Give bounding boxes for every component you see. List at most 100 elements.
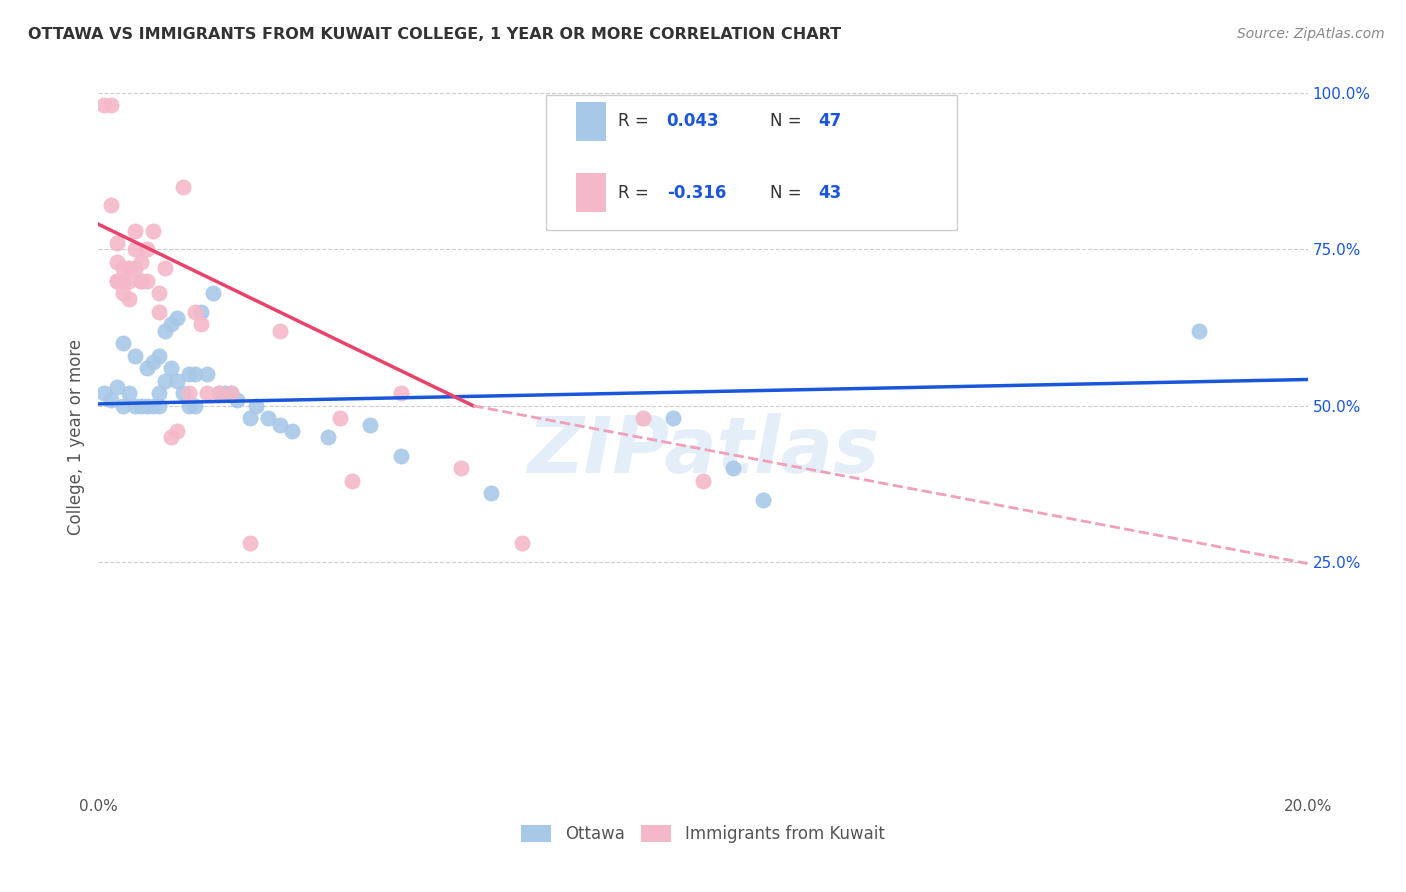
Point (281, 424, 304, 438)
Text: ZIPatlas: ZIPatlas (527, 413, 879, 490)
Point (752, 492, 775, 507)
Point (124, 223, 146, 237)
Point (111, 286, 134, 301)
Point (1188, 324, 1211, 338)
Text: Source: ZipAtlas.com: Source: ZipAtlas.com (1237, 27, 1385, 41)
Point (160, 318, 183, 332)
Point (124, 261, 146, 276)
Point (142, 399, 165, 413)
Text: N =: N = (769, 184, 801, 202)
Point (208, 386, 231, 401)
Point (190, 305, 212, 319)
Point (135, 399, 157, 413)
Point (184, 305, 207, 319)
Point (100, 98, 122, 112)
Point (221, 386, 243, 401)
Point (124, 242, 146, 256)
Point (269, 417, 291, 432)
Point (195, 386, 218, 401)
Point (111, 399, 134, 413)
Point (129, 274, 152, 288)
Point (179, 386, 201, 401)
Point (105, 255, 128, 269)
Text: 47: 47 (818, 112, 841, 130)
Point (166, 374, 188, 388)
Point (105, 380, 128, 394)
FancyBboxPatch shape (576, 173, 606, 212)
Point (118, 386, 141, 401)
Point (100, 198, 122, 212)
Point (510, 536, 533, 550)
Point (148, 386, 170, 401)
Point (692, 474, 714, 488)
Point (184, 399, 207, 413)
Point (481, 486, 503, 500)
Point (166, 311, 188, 326)
Point (631, 411, 654, 425)
Text: R =: R = (619, 184, 650, 202)
Point (360, 417, 382, 432)
Legend: Ottawa, Immigrants from Kuwait: Ottawa, Immigrants from Kuwait (515, 818, 891, 850)
Point (190, 318, 212, 332)
Point (269, 324, 291, 338)
Point (184, 368, 207, 382)
Point (100, 392, 122, 407)
Point (221, 386, 243, 401)
Point (135, 361, 157, 376)
Point (160, 361, 183, 376)
FancyBboxPatch shape (576, 102, 606, 141)
Point (226, 392, 249, 407)
Text: OTTAWA VS IMMIGRANTS FROM KUWAIT COLLEGE, 1 YEAR OR MORE CORRELATION CHART: OTTAWA VS IMMIGRANTS FROM KUWAIT COLLEGE… (28, 27, 841, 42)
Point (245, 399, 267, 413)
Point (214, 386, 236, 401)
Text: 0.043: 0.043 (666, 112, 720, 130)
Point (202, 286, 225, 301)
Point (129, 255, 152, 269)
Point (111, 336, 134, 351)
Point (450, 461, 472, 475)
Point (124, 399, 146, 413)
Point (153, 324, 176, 338)
Point (111, 274, 134, 288)
Point (389, 449, 412, 463)
Point (135, 242, 157, 256)
Point (172, 179, 194, 194)
Point (105, 274, 128, 288)
Point (148, 399, 170, 413)
Point (105, 274, 128, 288)
Point (129, 399, 152, 413)
Point (256, 411, 278, 425)
Point (148, 286, 170, 301)
Point (118, 293, 141, 307)
Point (179, 368, 201, 382)
Point (661, 411, 683, 425)
Point (329, 411, 352, 425)
Point (148, 349, 170, 363)
Text: N =: N = (769, 112, 801, 130)
Point (118, 274, 141, 288)
FancyBboxPatch shape (546, 95, 957, 230)
Text: 43: 43 (818, 184, 841, 202)
Point (723, 461, 745, 475)
Point (342, 474, 364, 488)
Point (105, 235, 128, 250)
Point (135, 274, 157, 288)
Point (389, 386, 412, 401)
Point (142, 355, 165, 369)
Point (208, 386, 231, 401)
Point (142, 223, 165, 237)
Point (316, 430, 339, 444)
Point (118, 261, 141, 276)
Y-axis label: College, 1 year or more: College, 1 year or more (66, 339, 84, 535)
Point (148, 305, 170, 319)
Point (124, 349, 146, 363)
Point (239, 536, 262, 550)
Point (129, 274, 152, 288)
Point (172, 386, 194, 401)
Point (166, 424, 188, 438)
Point (195, 368, 218, 382)
Point (111, 261, 134, 276)
Point (93, 386, 115, 401)
Point (153, 374, 176, 388)
Text: R =: R = (619, 112, 650, 130)
